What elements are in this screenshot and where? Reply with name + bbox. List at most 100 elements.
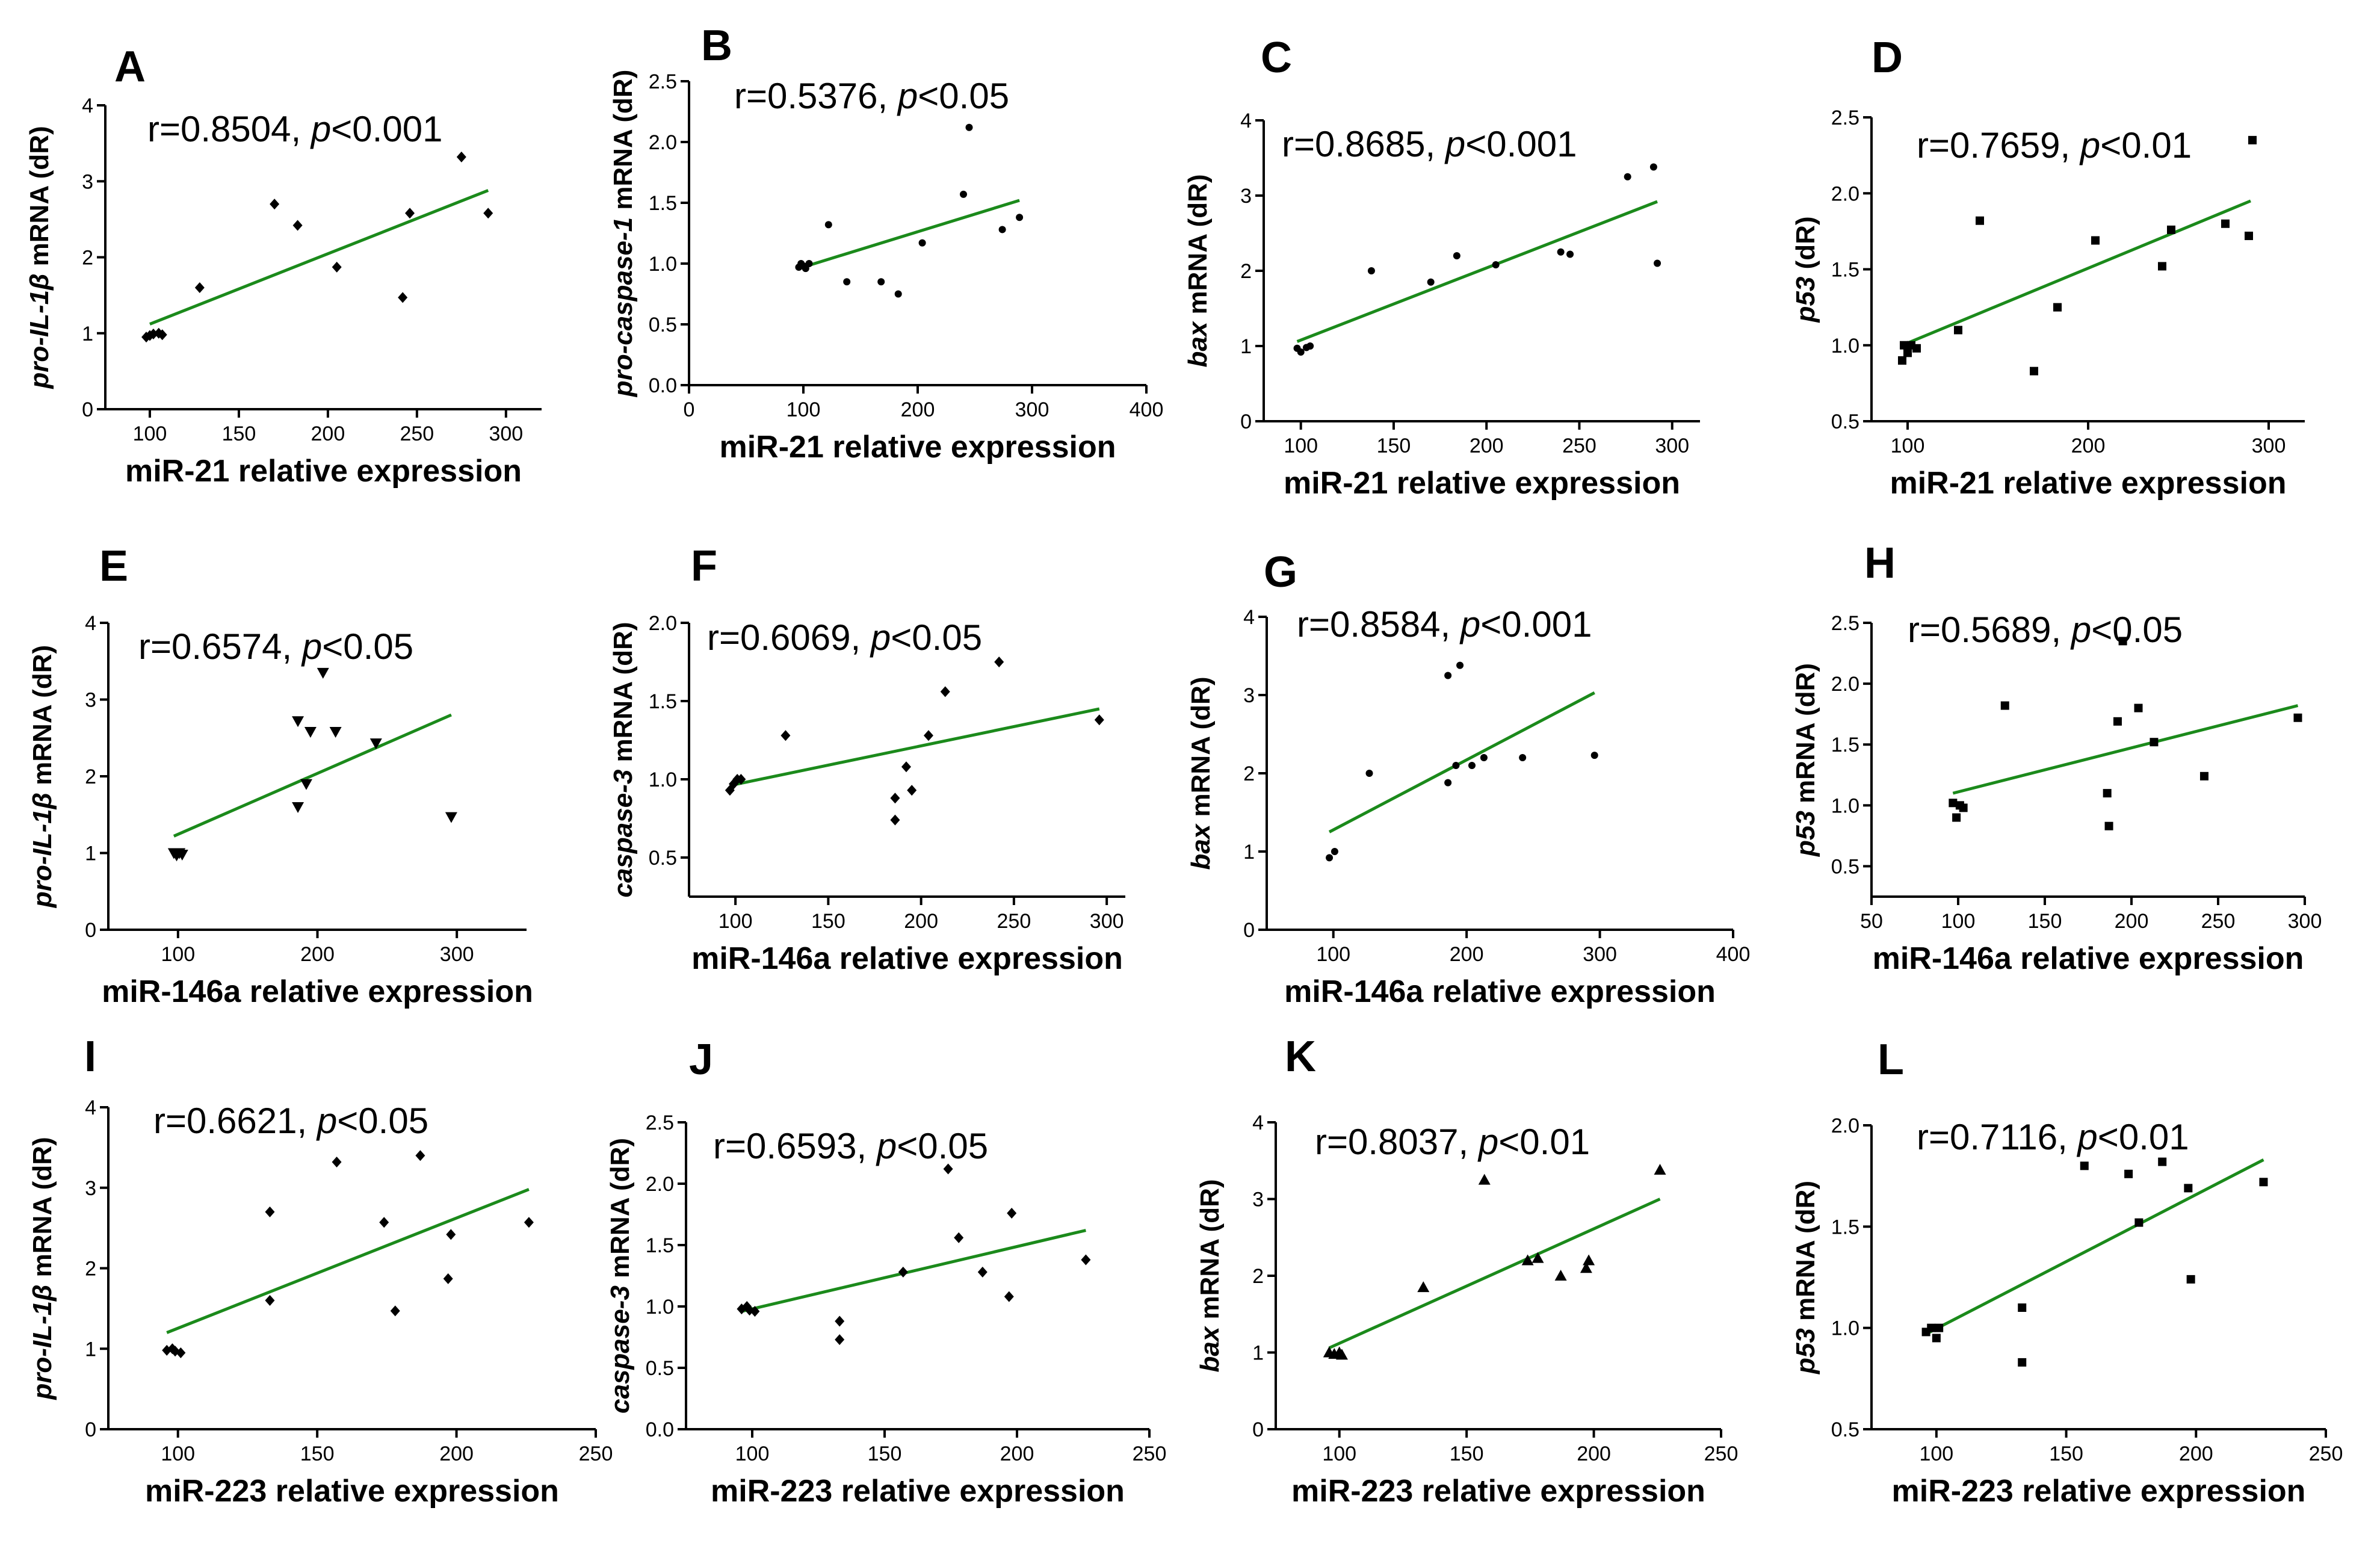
x-axis-label: miR-21 relative expression <box>1284 466 1680 501</box>
chart-panel-c: 100 150 200 250 300 0 1 2 3 4 Cr=0.8685, p<0.001 mi… <box>1183 34 1700 501</box>
data-point <box>1954 326 1962 335</box>
x-tick-label: 200 <box>439 1442 474 1465</box>
data-point <box>2080 1161 2089 1170</box>
data-point <box>1519 754 1527 761</box>
data-point <box>2221 219 2230 228</box>
y-axis-label-part: caspase-3 <box>608 770 638 898</box>
data-point <box>1427 278 1435 286</box>
data-point <box>1566 250 1574 258</box>
data-point <box>398 292 408 303</box>
r-value: r=0.6593, <box>713 1126 877 1166</box>
data-point <box>1532 1252 1544 1263</box>
y-tick-label: 4 <box>82 94 93 117</box>
x-tick-label: 200 <box>901 398 935 421</box>
data-point <box>1297 348 1305 356</box>
data-point <box>1554 1270 1567 1281</box>
y-axis-label: pro-IL-1β mRNA (dR) <box>25 126 54 389</box>
x-tick-label: 200 <box>1470 434 1504 457</box>
data-point <box>292 716 304 728</box>
y-axis-label: bax mRNA (dR) <box>1195 1179 1225 1372</box>
data-point <box>483 208 493 219</box>
x-tick-label: 250 <box>579 1442 613 1465</box>
r-value: r=0.7116, <box>1917 1117 2077 1157</box>
data-point <box>2248 135 2257 144</box>
r-value: r=0.5689, <box>1908 610 2071 650</box>
x-axis-label: miR-223 relative expression <box>711 1474 1125 1509</box>
data-point <box>907 785 917 796</box>
data-point <box>835 1315 845 1327</box>
chart-panel-l: 100 150 200 250 0.5 1.0 1.5 2.0 Lr=0.7116, p<0.0… <box>1791 1036 2343 1509</box>
data-point <box>1367 267 1375 274</box>
data-point <box>898 1266 908 1278</box>
y-tick-label: 0 <box>85 1418 96 1441</box>
data-point <box>1590 752 1598 759</box>
chart-panel-f: 100 150 200 250 300 0.5 1.0 1.5 2.0 Fr=0.6069, p<… <box>608 542 1125 976</box>
x-tick-label: 0 <box>684 398 695 421</box>
data-point <box>750 1306 760 1317</box>
data-point <box>1004 1291 1014 1302</box>
data-point <box>1580 1262 1592 1273</box>
p-value: <0.05 <box>337 1101 428 1141</box>
x-tick-label: 150 <box>1377 434 1411 457</box>
chart-panel-b: 0 100 200 300 400 0.0 0.5 1.0 1.5 2.0 2.5 Br=0.5376… <box>608 22 1163 465</box>
data-point <box>1932 1334 1941 1343</box>
y-axis-label-part: p53 <box>1791 1328 1820 1374</box>
data-point <box>317 667 329 679</box>
x-tick-label: 150 <box>868 1442 902 1465</box>
x-tick-label: 100 <box>161 1442 195 1465</box>
y-axis-label-part: (dR) <box>1791 216 1820 276</box>
y-axis-label-part: mRNA (dR) <box>28 1137 57 1284</box>
data-point <box>415 1150 425 1161</box>
data-point <box>960 190 967 198</box>
x-tick-label: 50 <box>1860 910 1883 933</box>
x-tick-label: 300 <box>440 943 474 966</box>
y-tick-label: 3 <box>1243 684 1255 707</box>
data-point <box>2053 303 2062 312</box>
data-point <box>940 686 950 697</box>
data-point <box>2018 1358 2027 1367</box>
y-tick-label: 2 <box>1243 762 1255 785</box>
data-point <box>1492 261 1500 268</box>
data-point <box>1007 1207 1017 1219</box>
x-tick-label: 250 <box>1562 434 1596 457</box>
x-tick-label: 200 <box>2071 434 2106 457</box>
x-axis-label: miR-223 relative expression <box>145 1474 559 1509</box>
regression-line <box>1328 1198 1661 1350</box>
p-value: <0.05 <box>2091 610 2183 650</box>
y-tick-label: 1.5 <box>649 192 677 215</box>
data-point <box>1912 344 1921 353</box>
r-value: r=0.6069, <box>707 617 871 658</box>
x-tick-label: 250 <box>997 910 1031 933</box>
y-axis-label: pro-caspase-1 mRNA (dR) <box>608 70 638 398</box>
y-tick-label: 1 <box>85 842 96 865</box>
y-tick-label: 1.0 <box>649 253 677 276</box>
data-point <box>2184 1184 2193 1193</box>
panel-letter: I <box>84 1033 96 1081</box>
r-value: r=0.8584, <box>1297 604 1460 645</box>
regression-line <box>1952 704 2299 795</box>
data-point <box>1453 252 1460 259</box>
y-tick-label: 3 <box>82 170 93 193</box>
data-point <box>300 779 312 790</box>
chart-panel-a: 100 150 200 250 300 0 1 2 3 4Ar=0.8504, p<0.001 mi… <box>25 43 542 489</box>
y-tick-label: 0.5 <box>646 1357 674 1380</box>
y-tick-label: 4 <box>85 612 96 635</box>
y-tick-label: 3 <box>85 1177 96 1200</box>
chart-panel-h: 50 100 150 200 250 300 0.5 1.0 1.5 2.0 2.5 Hr=0.568… <box>1791 539 2322 976</box>
data-point <box>1480 754 1488 761</box>
y-axis-label-part: mRNA (dR) <box>1195 1179 1225 1326</box>
x-tick-label: 150 <box>1450 1442 1484 1465</box>
data-point <box>2091 236 2100 245</box>
y-tick-label: 0.5 <box>1831 855 1859 878</box>
data-point <box>805 260 813 267</box>
y-tick-label: 0.0 <box>646 1418 674 1441</box>
data-point <box>405 208 415 219</box>
data-point <box>1927 1323 1936 1332</box>
r-value: r=0.5376, <box>734 76 898 116</box>
data-point <box>1649 163 1657 171</box>
x-tick-label: 200 <box>1577 1442 1611 1465</box>
regression-line <box>1902 199 2251 347</box>
x-tick-label: 200 <box>1000 1442 1034 1465</box>
y-axis-label: p53 mRNA (dR) <box>1791 1181 1820 1374</box>
data-point <box>2118 637 2127 646</box>
